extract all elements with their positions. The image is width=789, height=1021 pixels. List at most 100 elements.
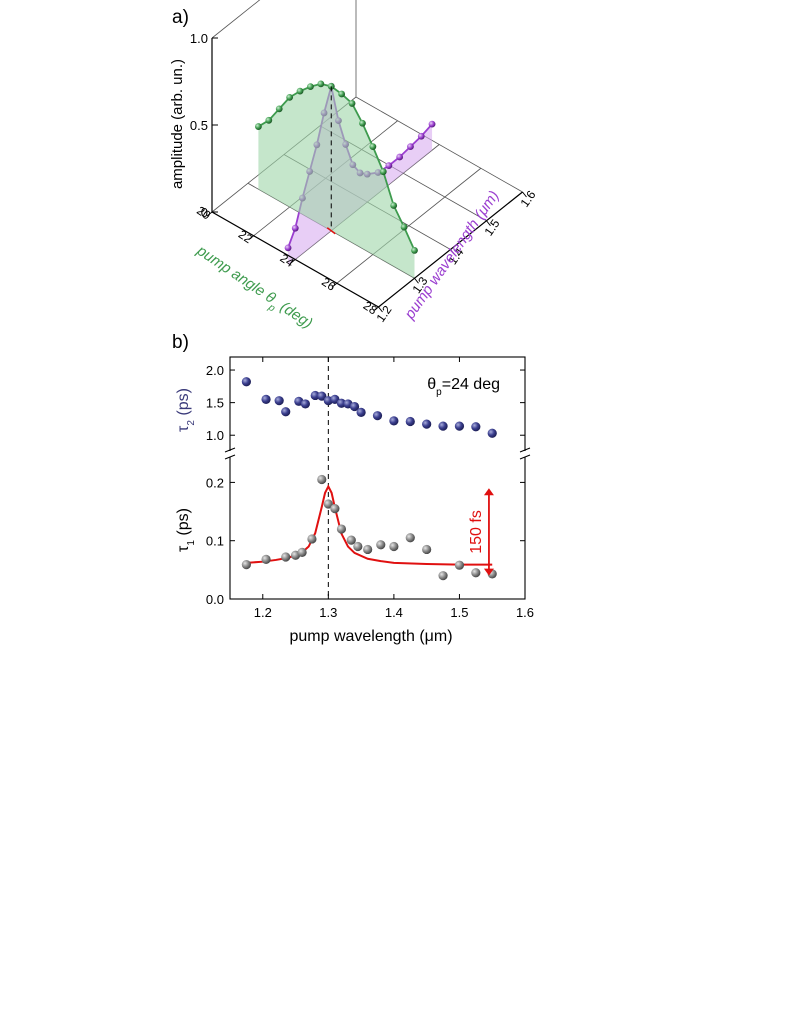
angle-point [348,100,356,107]
tau1-points [241,474,497,581]
axis-break-mark [224,447,236,453]
tau1-point [376,540,386,550]
grid-line-wavelength [355,96,523,193]
tau1-point [307,534,317,544]
x-tick-label: 1.3 [319,605,337,620]
axis-break-mark [224,454,236,460]
wavelength-point [385,162,393,170]
z-tick-label: 0.5 [190,118,208,133]
angle-tick-label: 22 [236,227,255,246]
tau2-tick-label: 1.5 [206,396,224,411]
axis-break-gap [226,451,234,457]
angle-point [265,116,273,124]
angle-tick [206,211,213,217]
angle-point [411,247,418,254]
tau1-point [241,560,251,570]
angle-area [258,83,415,279]
tau1-point [336,524,347,534]
plot-frame [229,356,526,600]
tau1-point [438,571,448,581]
tau2-point [389,416,399,426]
wavelength-tick [414,277,419,284]
tau1-point [471,568,481,578]
z-axis-label: amplitude (arb. un.) [169,59,186,189]
wavelength-tick [522,191,527,198]
x-axis-ticks: 1.2 1.3 1.4 1.5 1.6 [254,357,534,620]
wavelength-point [417,132,425,140]
tau1-ticks: 0.0 0.1 0.2 [206,475,525,607]
tau2-point [300,399,310,409]
range-marker-150fs: 150 fs [468,488,494,576]
angle-point [379,168,387,176]
peak-marker [326,227,336,235]
tau1-tick-label: 0.0 [206,592,224,607]
tau1-point [353,541,363,552]
tau1-point [297,547,307,557]
wavelength-tick [486,220,491,227]
tau1-tick-label: 0.1 [206,534,224,549]
tau2-point [241,377,251,387]
tau2-axis-label: τ2 (ps) [175,388,197,432]
tau2-point [454,421,465,431]
angle-line [257,82,416,251]
tau1-point [454,560,465,570]
angle-tick-label: 26 [319,275,338,294]
wavelength-point [396,153,404,161]
tau1-point [363,544,373,555]
tau1-point [330,504,340,514]
x-axis-label: pump wavelength (μm) [289,628,452,645]
z-tick-label: 0 [201,205,208,220]
angle-tick [331,282,338,288]
angle-tick [373,306,379,312]
tau2-point [261,394,271,404]
tau1-point [323,499,333,509]
wavelength-point [407,143,414,151]
z-tick-label: 1.0 [190,31,208,46]
tau1-point [346,535,356,545]
back-wall-top [211,0,261,39]
angle-point [338,90,346,98]
tau2-ticks: 1.0 1.5 2.0 [206,363,525,443]
tau1-point [389,541,399,552]
tau1-point [281,552,291,562]
panel-b-label: b) [172,332,189,353]
tau2-point [274,396,284,406]
range-marker-arrow-up [483,488,494,496]
tau2-point [317,391,327,401]
tau2-points [241,377,497,438]
angle-point [286,93,294,101]
tau2-tick-label: 2.0 [206,363,224,378]
tau2-point [356,407,366,418]
angle-point [307,83,314,91]
y-axis-label-wavelength: pump wavelength (μm) [401,188,503,323]
axis-break-mark [519,447,531,453]
axis-break-mark [519,454,531,460]
tau2-point [349,401,360,412]
wavelength-point [284,244,292,252]
tau2-tick-label: 1.0 [206,428,224,443]
x-tick-label: 1.5 [450,605,468,620]
x-tick-label: 1.6 [516,605,534,620]
panel-b-plot: 1.0 1.5 2.0 0.0 0.1 0.2 1.2 1.3 1.4 1.5 1.6 150 … [175,356,534,645]
theta-annotation: θp=24 deg [427,376,500,398]
angle-point [317,80,325,88]
angle-point [359,119,366,127]
wavelength-point [291,224,299,232]
tau2-point [438,421,448,431]
tau1-point [261,554,271,564]
tau2-point [471,422,481,432]
tau1-point [405,533,415,543]
x-tick-label: 1.4 [385,605,403,620]
angle-tick [248,235,254,241]
tau1-tick-label: 0.2 [206,475,224,490]
tau1-point [317,474,327,485]
panel-a-label: a) [172,7,189,28]
angle-point [400,223,408,231]
angle-tick-label: 20 [194,203,213,222]
range-marker-label: 150 fs [468,510,485,554]
tau2-point [422,419,432,429]
tau2-point [487,428,497,438]
tau1-point [422,544,432,555]
wavelength-tick [378,306,383,313]
